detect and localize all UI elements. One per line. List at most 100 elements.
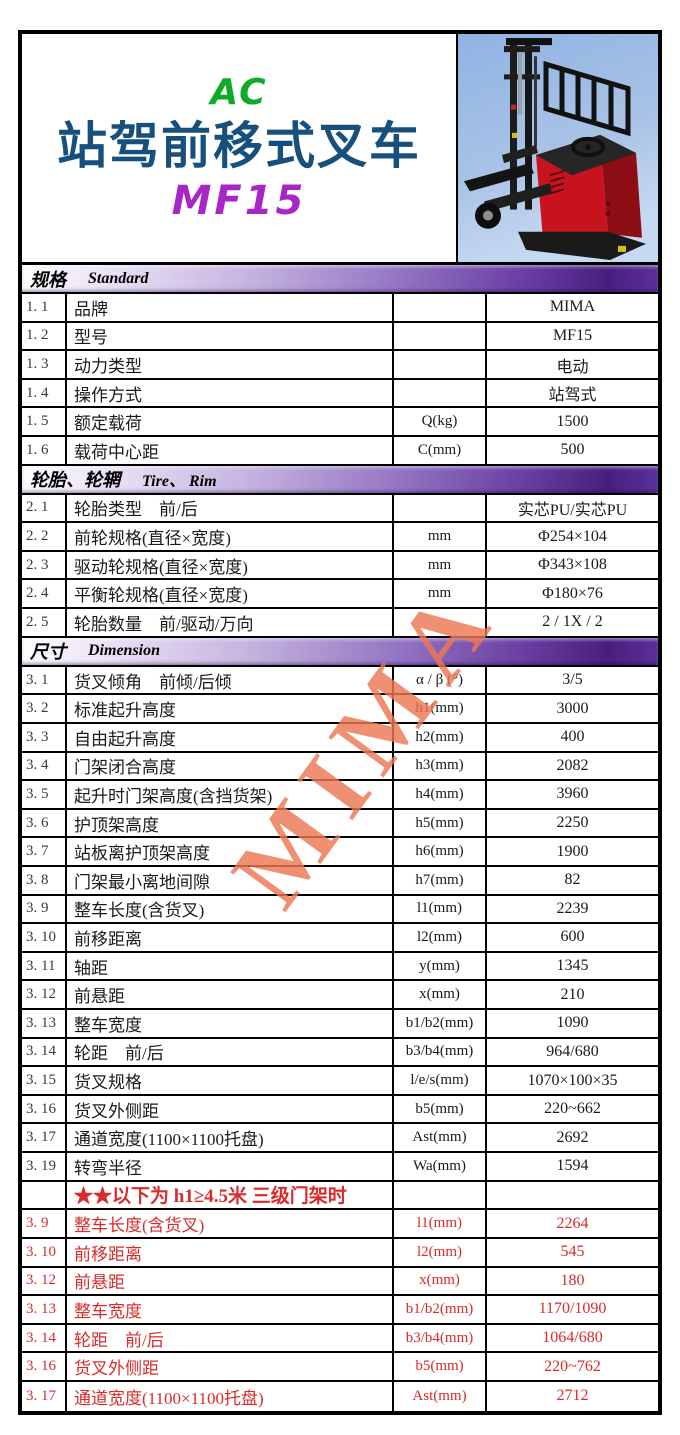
cell-label: 前移距离 — [67, 1238, 394, 1266]
cell-value: 1594 — [556, 1157, 589, 1175]
cell-value: 2264 — [556, 1214, 589, 1232]
table-row: 3. 17 通道宽度(1100×1100托盘) Ast(mm) 2712 — [22, 1381, 658, 1411]
cell-value: 964/680 — [546, 1042, 599, 1060]
table-row: 3. 19 转弯半径 Wa(mm) 1594 — [22, 1153, 658, 1182]
cell-value: 1345 — [556, 957, 589, 975]
table-row: 3. 3 自由起升高度 h2(mm) 400 — [22, 723, 658, 753]
cell-unit: h5(mm) — [394, 809, 487, 837]
table-row: 2. 2 前轮规格(直径×宽度) mm Φ254×104 — [22, 523, 658, 552]
cell-num: 3. 12 — [22, 1267, 67, 1295]
cell-unit — [394, 1181, 487, 1209]
cell-label: 轮距 前/后 — [67, 1038, 394, 1066]
cell-label: 型号 — [67, 322, 394, 350]
table-row: 3. 5 起升时门架高度(含挡货架) h4(mm) 3960 — [22, 781, 658, 810]
page-title: 站驾前移式叉车 — [57, 116, 421, 175]
cell-num: 3. 2 — [22, 695, 67, 722]
cell-unit: h4(mm) — [394, 781, 487, 808]
table-row: 3. 8 门架最小离地间隙 h7(mm) 82 — [22, 866, 658, 896]
cell-num: 3. 3 — [22, 723, 67, 751]
cell-label: 动力类型 — [67, 351, 394, 378]
cell-value: Φ343×108 — [538, 556, 607, 574]
table-row: 1. 2 型号 MF15 — [22, 322, 658, 352]
cell-value: 210 — [560, 985, 585, 1003]
table-row: 3. 6 护顶架高度 h5(mm) 2250 — [22, 809, 658, 839]
cell-value: 180 — [560, 1271, 585, 1289]
cell-unit: h2(mm) — [394, 723, 487, 751]
cell-num: 1. 4 — [22, 379, 67, 407]
cell-value: 电动 — [556, 358, 589, 376]
cell-label: 操作方式 — [67, 379, 394, 407]
sheet-header: AC 站驾前移式叉车 MF15 — [22, 34, 658, 265]
cell-unit: b5(mm) — [394, 1353, 487, 1380]
cell-num: 3. 16 — [22, 1353, 67, 1380]
cell-value: 2 / 1X / 2 — [542, 613, 603, 631]
forklift-image — [458, 34, 658, 262]
cell-value: 500 — [560, 441, 585, 459]
cell-unit: α / β (°) — [394, 666, 487, 694]
cell-value: 220~762 — [544, 1357, 601, 1375]
table-row: 1. 5 额定载荷 Q(kg) 1500 — [22, 408, 658, 438]
cell-label: 轮距 前/后 — [67, 1324, 394, 1352]
cell-num: 3. 6 — [22, 809, 67, 837]
table-row: 1. 4 操作方式 站驾式 — [22, 379, 658, 409]
cell-unit — [394, 294, 487, 321]
cell-num: 1. 6 — [22, 437, 67, 464]
table-row: 3. 14 轮距 前/后 b3/b4(mm) 964/680 — [22, 1038, 658, 1068]
cell-num — [22, 1181, 67, 1209]
cell-unit — [394, 494, 487, 522]
cell-label: 站板离护顶架高度 — [67, 838, 394, 865]
cell-value: 2239 — [556, 899, 589, 917]
cell-num: 2. 1 — [22, 494, 67, 522]
cell-value: 3/5 — [562, 671, 583, 688]
section-heading-en: Dimension — [88, 642, 161, 660]
title-block: AC 站驾前移式叉车 MF15 — [22, 34, 456, 262]
cell-value: 600 — [560, 928, 585, 946]
cell-value: Φ254×104 — [538, 527, 607, 545]
cell-label: 门架最小离地间隙 — [67, 866, 394, 894]
cell-num: 3. 17 — [22, 1124, 67, 1152]
cell-unit — [394, 322, 487, 350]
cell-unit: b1/b2(mm) — [394, 1296, 487, 1323]
cell-value: 220~662 — [544, 1100, 601, 1118]
cell-label: 门架闭合高度 — [67, 752, 394, 780]
cell-label: 整车宽度 — [67, 1010, 394, 1037]
cell-num: 3. 9 — [22, 1210, 67, 1237]
cell-value: 实芯PU/实芯PU — [517, 501, 628, 519]
table-row: 3. 13 整车宽度 b1/b2(mm) 1090 — [22, 1010, 658, 1039]
cell-unit: h6(mm) — [394, 838, 487, 865]
cell-unit — [394, 609, 487, 636]
table-row: 3. 4 门架闭合高度 h3(mm) 2082 — [22, 752, 658, 782]
cell-value: 2082 — [556, 756, 589, 774]
cell-value: 2250 — [556, 814, 589, 832]
cell-num: 3. 17 — [22, 1381, 67, 1411]
table-row: 3. 12 前悬距 x(mm) 180 — [22, 1267, 658, 1297]
spec-sheet: AC 站驾前移式叉车 MF15 — [18, 30, 662, 1415]
cell-num: 3. 13 — [22, 1010, 67, 1037]
cell-label: 轴距 — [67, 952, 394, 980]
cell-unit — [394, 351, 487, 378]
cell-unit: h7(mm) — [394, 866, 487, 894]
cell-unit: mm — [394, 551, 487, 579]
cell-num: 1. 1 — [22, 294, 67, 321]
table-row: 2. 5 轮胎数量 前/驱动/万向 2 / 1X / 2 — [22, 609, 658, 638]
cell-label: 标准起升高度 — [67, 695, 394, 722]
cell-unit: l/e/s(mm) — [394, 1067, 487, 1094]
brand-line: AC — [210, 71, 268, 113]
cell-value: Φ180×76 — [542, 584, 603, 602]
cell-label: 整车宽度 — [67, 1296, 394, 1323]
table-row: 3. 12 前悬距 x(mm) 210 — [22, 981, 658, 1011]
cell-value: 1070×100×35 — [527, 1071, 618, 1089]
cell-num: 2. 4 — [22, 580, 67, 608]
cell-label: 通道宽度(1100×1100托盘) — [67, 1124, 394, 1152]
cell-label: 通道宽度(1100×1100托盘) — [67, 1381, 394, 1411]
cell-label: 前悬距 — [67, 981, 394, 1009]
cell-label: 品牌 — [67, 294, 394, 321]
cell-unit: Q(kg) — [394, 408, 487, 436]
cell-num: 3. 1 — [22, 666, 67, 694]
table-row: 3. 16 货叉外侧距 b5(mm) 220~762 — [22, 1353, 658, 1382]
cell-unit: Wa(mm) — [394, 1153, 487, 1180]
cell-value: MIMA — [549, 298, 596, 316]
cell-label: 前轮规格(直径×宽度) — [67, 523, 394, 550]
cell-unit: h3(mm) — [394, 752, 487, 780]
table-row: 3. 10 前移距离 l2(mm) 545 — [22, 1238, 658, 1268]
